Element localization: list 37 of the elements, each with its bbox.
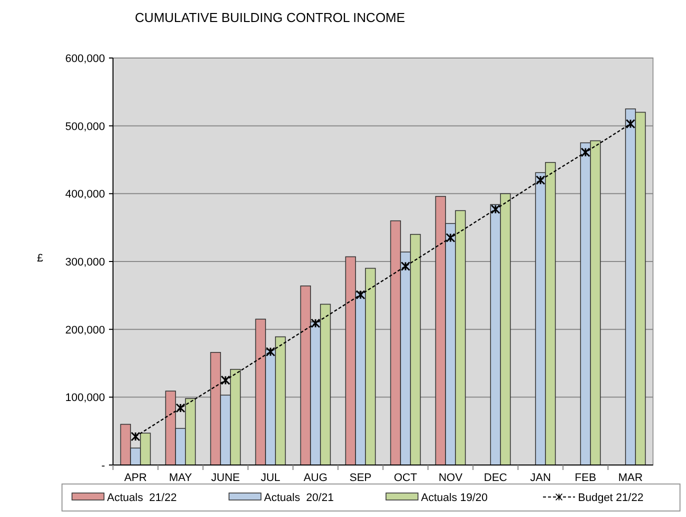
chart-title: CUMULATIVE BUILDING CONTROL INCOME xyxy=(134,10,406,25)
y-tick-label: - xyxy=(101,460,106,472)
point xyxy=(220,375,230,385)
y-axis-title: £ xyxy=(36,252,44,264)
point xyxy=(130,432,140,442)
legend-label: Budget 21/22 xyxy=(578,492,644,504)
point xyxy=(626,119,636,129)
x-tick-label: JAN xyxy=(530,472,551,484)
point xyxy=(310,318,320,328)
legend-label: Actuals 20/21 xyxy=(264,492,334,504)
y-tick-label: 400,000 xyxy=(65,188,105,201)
legend-label: Actuals 21/22 xyxy=(107,492,177,504)
point xyxy=(400,262,410,271)
x-tick-label: JUNE xyxy=(211,472,240,484)
point xyxy=(490,204,500,214)
point xyxy=(356,290,366,300)
x-tick-label: OCT xyxy=(394,472,418,484)
y-tick-label: 500,000 xyxy=(65,120,105,133)
x-tick-label: SEP xyxy=(349,472,372,484)
x-tick-label: FEB xyxy=(574,472,596,484)
x-tick-label: APR xyxy=(124,472,147,484)
x-tick-label: NOV xyxy=(438,472,464,484)
point xyxy=(536,175,546,185)
y-tick-label: 200,000 xyxy=(65,324,105,336)
x-tick-label: MAR xyxy=(618,472,643,484)
point xyxy=(580,148,590,158)
x-tick-label: JUL xyxy=(260,472,280,484)
legend-label: Actuals 19/20 xyxy=(421,492,488,504)
x-tick-label: AUG xyxy=(304,472,328,484)
point xyxy=(266,346,276,356)
point xyxy=(446,233,456,243)
y-tick-label: 600,000 xyxy=(65,53,105,65)
x-tick-label: MAY xyxy=(168,472,193,484)
y-tick-label: 100,000 xyxy=(65,392,105,404)
x-tick-label: DEC xyxy=(484,472,508,484)
y-tick-label: 300,000 xyxy=(65,256,105,268)
point xyxy=(176,403,186,413)
